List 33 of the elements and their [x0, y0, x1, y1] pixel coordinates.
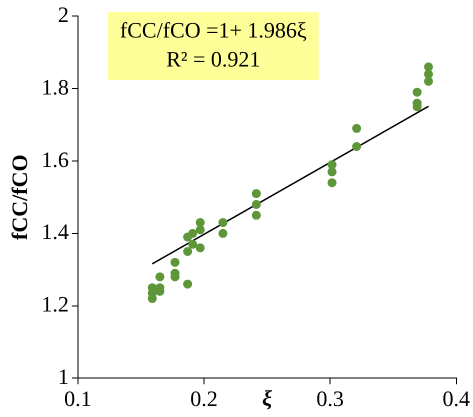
y-tick-label: 2 — [58, 2, 69, 27]
x-tick-label: 0.2 — [190, 386, 218, 412]
point — [183, 247, 192, 256]
point — [328, 178, 337, 188]
point — [424, 76, 434, 86]
y-axis-title: fCC/fCO — [6, 154, 32, 240]
point — [196, 243, 205, 252]
point — [155, 272, 164, 282]
point — [328, 167, 337, 176]
point — [196, 225, 205, 234]
point — [252, 210, 261, 220]
annotation: R² = 0.921 — [166, 46, 260, 72]
x-tick-label: 0.1 — [64, 386, 92, 412]
point — [252, 189, 261, 198]
y-tick-label: 1 — [58, 364, 69, 389]
x-axis-title: ξ — [262, 385, 272, 410]
point — [352, 142, 362, 152]
point — [252, 200, 261, 209]
point — [218, 218, 228, 228]
point — [188, 228, 198, 238]
point — [170, 258, 180, 267]
point — [183, 280, 192, 289]
point — [412, 88, 422, 97]
y-tick-label: 1.8 — [41, 74, 69, 100]
point — [218, 228, 228, 238]
x-tick-label: 0.3 — [316, 386, 344, 412]
y-tick-label: 1.2 — [41, 292, 69, 317]
point — [352, 124, 362, 133]
x-tick-label: 0.4 — [442, 386, 470, 412]
y-tick-label: 1.6 — [41, 146, 69, 172]
annotation: fCC/fCO =1+ 1.986ξ — [120, 17, 307, 42]
y-tick-label: 1.4 — [41, 219, 69, 244]
point — [188, 240, 198, 249]
